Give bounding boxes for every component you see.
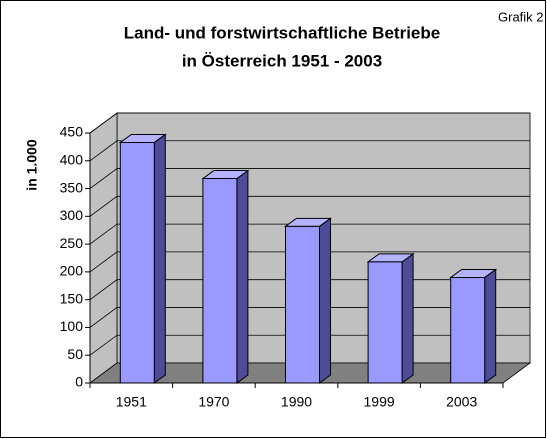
- bar-face: [484, 268, 497, 384]
- x-tick-label: 1970: [198, 394, 229, 410]
- bar-face: [285, 225, 320, 384]
- y-tick-label: 300: [60, 207, 84, 223]
- bar: [283, 217, 333, 384]
- chart-title: in Österreich 1951 - 2003: [182, 51, 382, 70]
- bar: [118, 133, 167, 384]
- bar: [201, 169, 250, 384]
- x-tick-label: 1990: [281, 394, 312, 410]
- y-axis-label: in 1.000: [24, 139, 40, 191]
- x-tick-label: 2003: [446, 394, 477, 410]
- bar-face: [450, 276, 486, 384]
- y-tick-label: 350: [60, 179, 84, 195]
- bar-face: [119, 141, 155, 384]
- grid-line: [89, 251, 530, 273]
- y-tick-label: 50: [67, 346, 83, 362]
- y-tick-label: 400: [60, 151, 84, 167]
- grid-line: [89, 168, 530, 189]
- bar-face: [367, 261, 403, 384]
- y-tick-label: 250: [60, 235, 84, 251]
- bar-face: [236, 169, 249, 384]
- grid-line: [89, 195, 530, 217]
- y-tick-label: 100: [60, 318, 84, 334]
- chart-title: Land- und forstwirtschaftliche Betriebe: [124, 23, 440, 42]
- x-tick-label: 1951: [116, 394, 147, 410]
- annotation: Grafik 2: [498, 9, 544, 24]
- y-tick-label: 150: [60, 290, 84, 306]
- grid-line: [89, 140, 530, 162]
- grid-line: [89, 112, 530, 134]
- y-tick-label: 450: [60, 124, 84, 140]
- side-wall: [89, 112, 118, 384]
- x-tick-label: 1999: [364, 394, 395, 410]
- bar: [449, 268, 498, 384]
- bar-face: [401, 252, 414, 384]
- grid-line: [89, 223, 530, 245]
- y-tick-label: 0: [75, 374, 83, 390]
- bar-face: [202, 178, 238, 384]
- bar-face: [319, 217, 331, 384]
- y-tick-label: 200: [60, 263, 84, 279]
- bar-face: [153, 133, 166, 384]
- bar: [366, 252, 415, 384]
